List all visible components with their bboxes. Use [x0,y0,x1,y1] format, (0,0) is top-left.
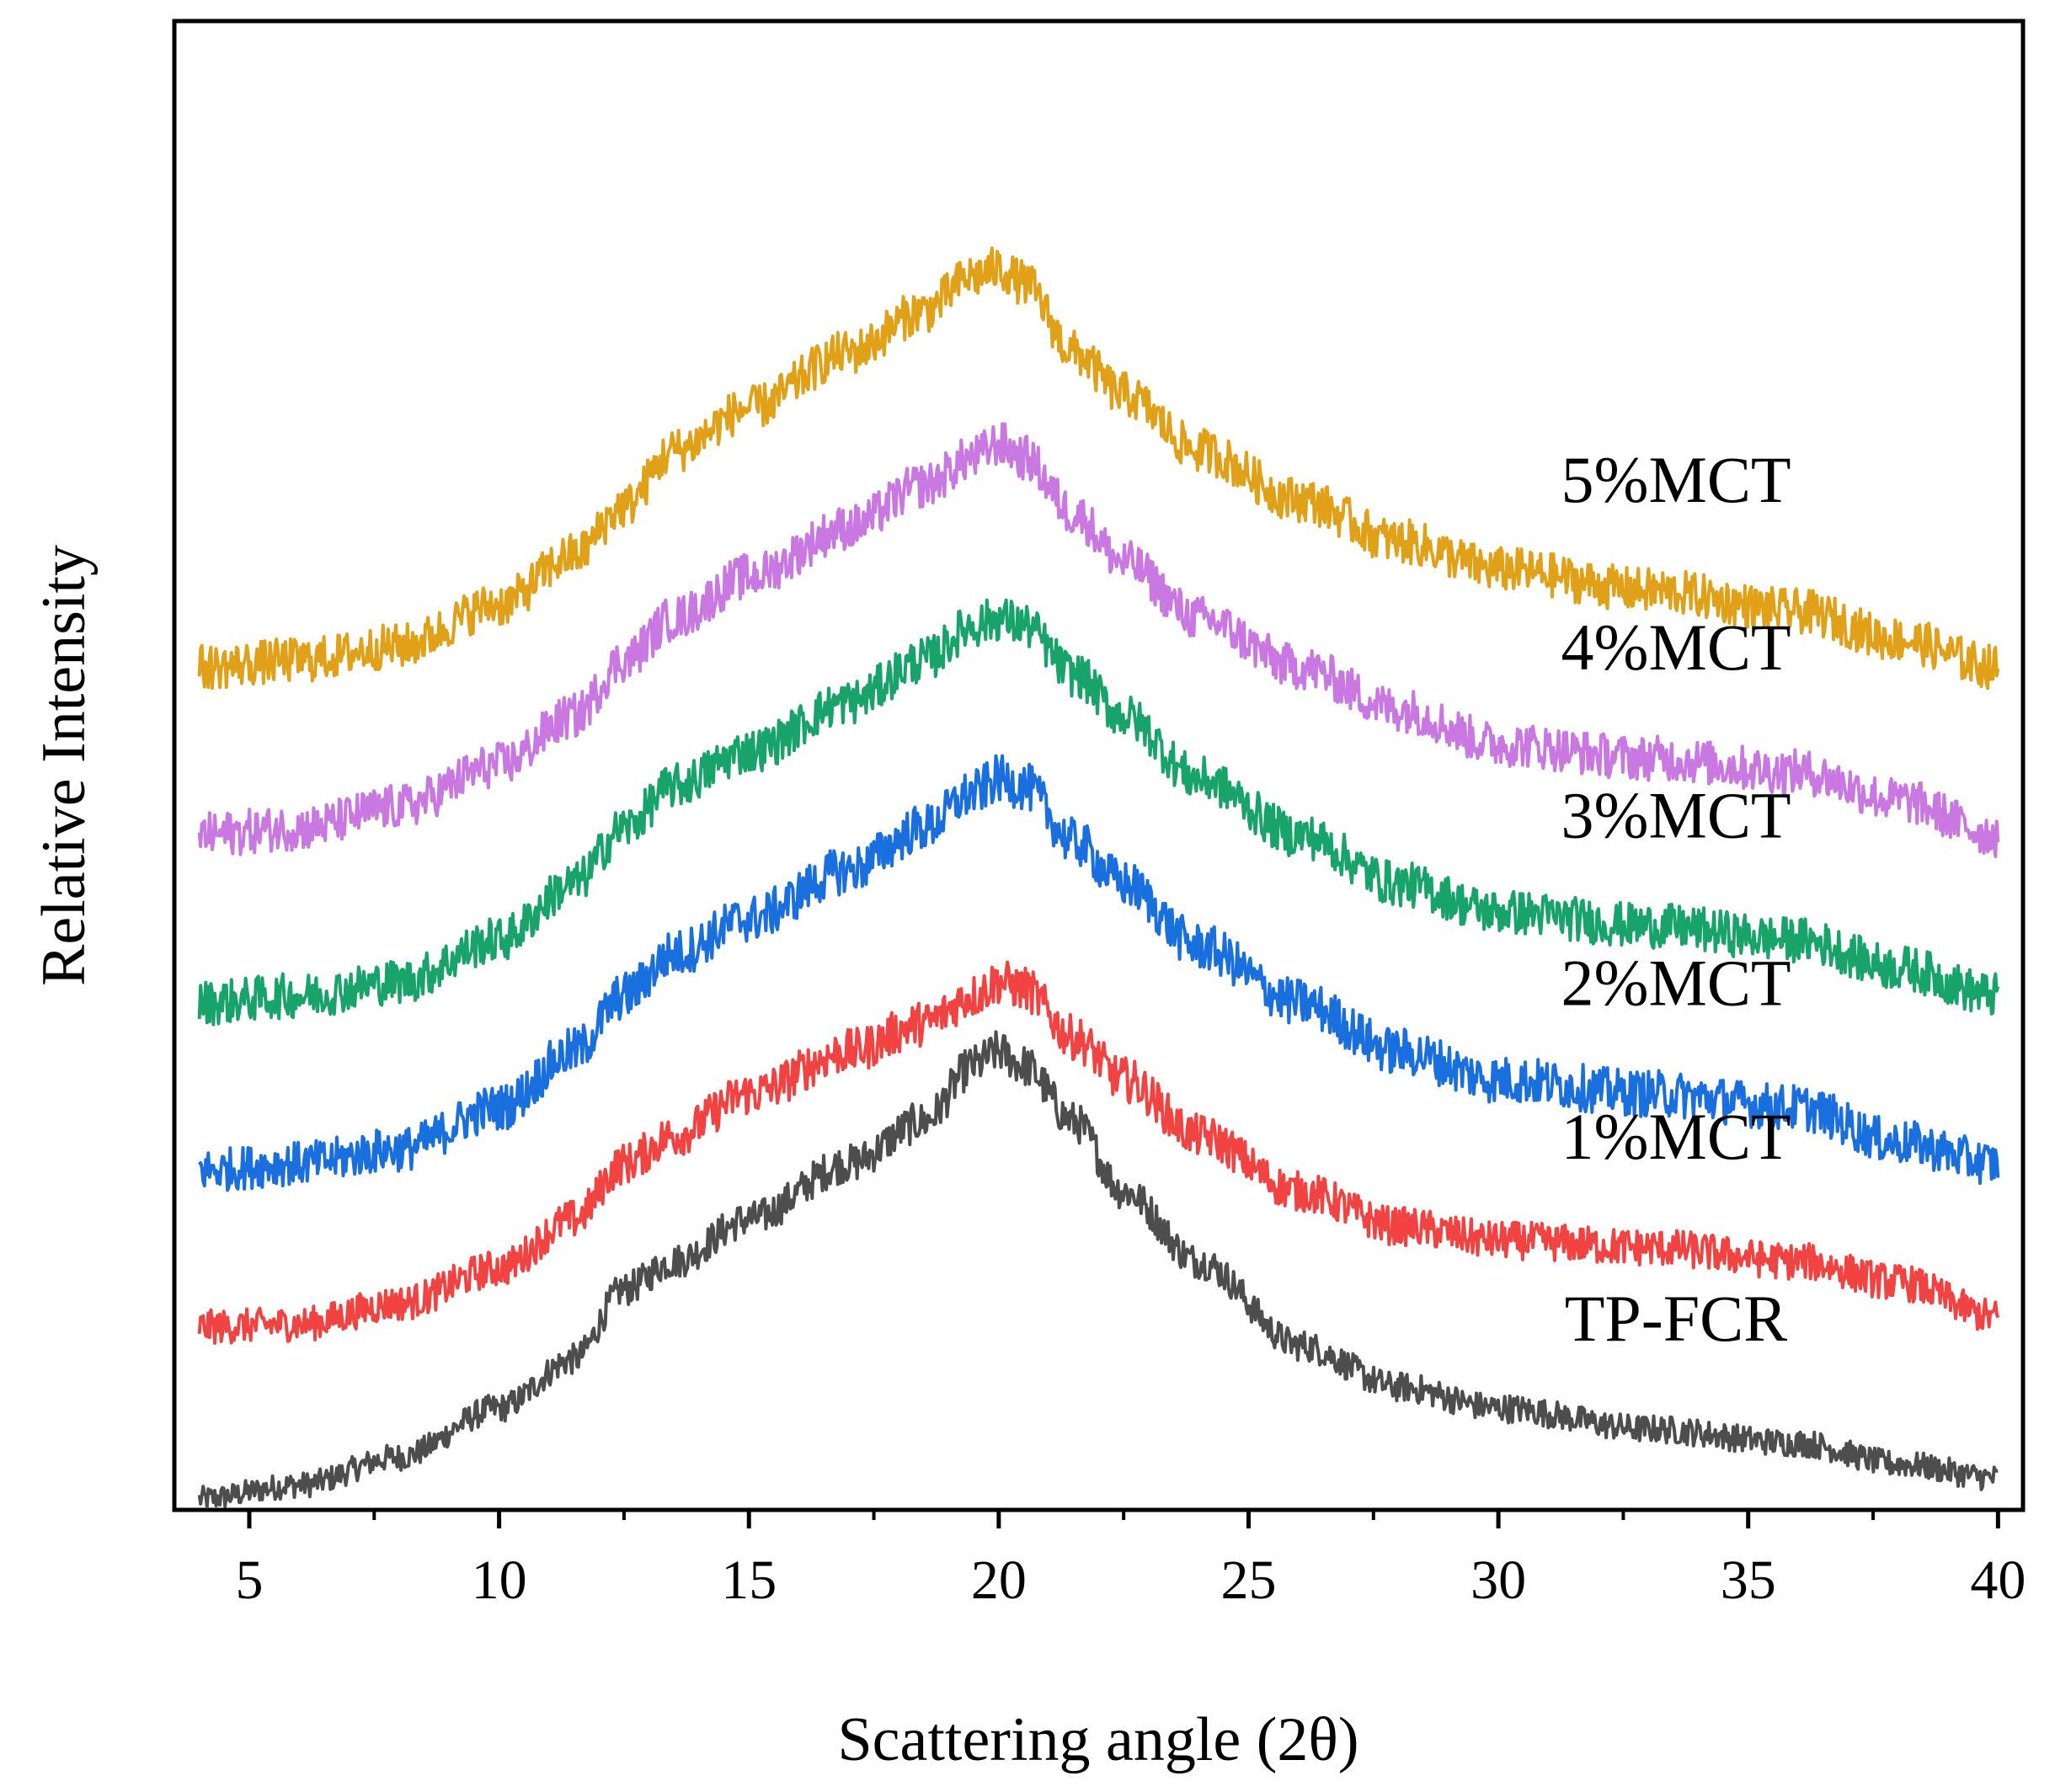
series-label-5: 5%MCT [1561,443,1791,516]
y-axis-title: Relative Intensity [29,545,99,986]
series-line-3 [197,598,2000,1027]
series-label-2: 2%MCT [1561,947,1791,1020]
x-axis-title: Scattering angle (2θ) [838,1705,1359,1774]
plot-frame [172,19,2026,1512]
series-label-1: 1%MCT [1561,1100,1791,1173]
series-line-4 [197,422,2000,858]
series-lines [197,246,2000,1509]
x-tick-label: 35 [1721,1549,1776,1611]
x-tick-label: 30 [1471,1549,1526,1611]
series-label-4: 4%MCT [1561,611,1791,684]
x-tick-label: 20 [971,1549,1027,1611]
series-line-1 [197,960,2000,1345]
series-label-3: 3%MCT [1561,778,1791,851]
series-label-0: TP-FCR [1565,1282,1787,1355]
x-tick-label: 15 [721,1549,777,1611]
x-tick-label: 40 [1970,1549,2026,1611]
x-tick-label: 10 [472,1549,527,1611]
series-line-2 [198,754,2000,1192]
x-tick-label: 5 [235,1549,263,1611]
series-labels: TP-FCR 1%MCT 2%MCT 3%MCT 4%MCT 5%MCT [1561,443,1791,1355]
x-axis-ticks: 5 10 15 20 25 30 35 40 [235,1510,2026,1611]
series-line-0 [197,1030,1999,1509]
series-line-5 [197,246,2000,691]
x-tick-label: 25 [1220,1549,1276,1611]
